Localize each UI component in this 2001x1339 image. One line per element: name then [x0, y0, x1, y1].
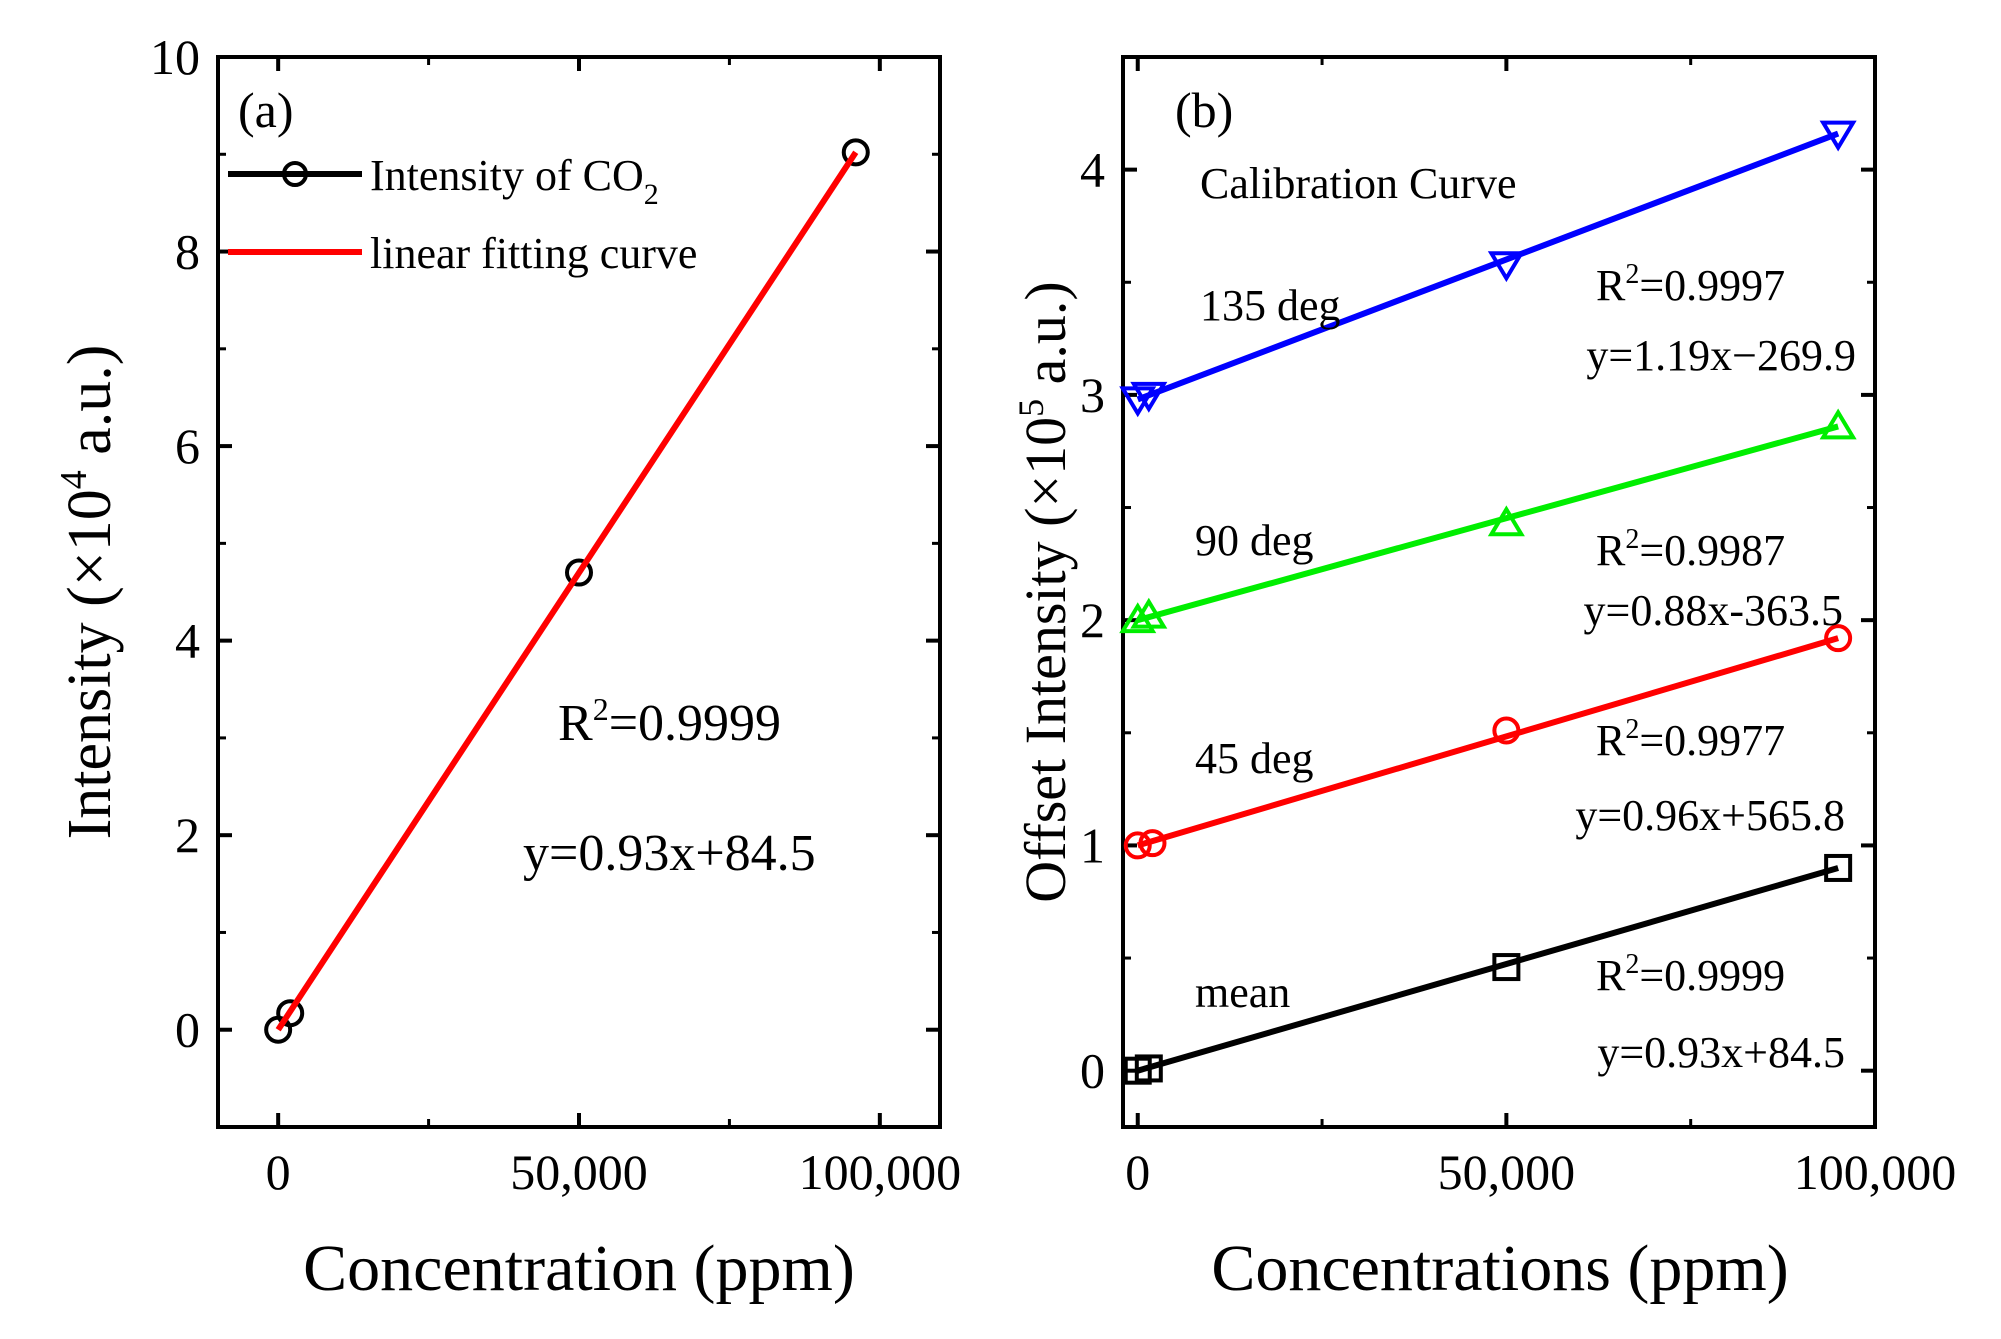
legend-fit-label: linear fitting curve [370, 229, 697, 278]
panel-b-y-tick-label: 1 [1080, 817, 1105, 873]
panel-b-fit-line-135-deg [1136, 130, 1840, 403]
label-135-deg: 135 deg [1200, 281, 1341, 330]
panel-b-point-90-deg [1819, 408, 1857, 440]
panel-b-point-45-deg [1824, 624, 1853, 653]
panel-b-x-tick-label: 100,000 [1794, 1144, 1957, 1200]
label-90-deg: 90 deg [1195, 516, 1314, 565]
panel-b-point-mean [1824, 853, 1853, 882]
panel-b-label: (b) [1175, 82, 1233, 138]
panel-b-point-45-deg [1138, 829, 1167, 858]
panel-a-x-tick-label: 100,000 [799, 1144, 962, 1200]
legend-intensity-label: Intensity of CO2 [370, 151, 659, 211]
panel-a-r2-annotation: R2=0.9999 [558, 691, 781, 752]
panel-a: 0 50,000 100,000 0 2 4 6 8 10 (a) Intensity of C… [53, 29, 961, 1305]
panel-a-point [841, 138, 870, 167]
panel-a-equation-annotation: y=0.93x+84.5 [523, 825, 816, 882]
panel-a-y-axis-label: Intensity (×104 a.u.) [53, 345, 124, 840]
panel-a-y-tick-label: 10 [150, 29, 200, 85]
r2-mean: R2=0.9999 [1596, 949, 1785, 1000]
r2-90-deg: R2=0.9987 [1596, 524, 1785, 575]
panel-a-ticks [218, 55, 940, 1127]
panel-b-data [1119, 120, 1857, 1085]
panel-b-point-135-deg [1130, 381, 1168, 413]
panel-b-point-90-deg [1487, 505, 1525, 537]
panel-b-x-tick-label: 0 [1125, 1144, 1150, 1200]
equation-45-deg: y=0.96x+565.8 [1575, 791, 1845, 840]
panel-a-y-tick-label: 6 [175, 418, 200, 474]
panel-a-point [565, 558, 593, 587]
panel-a-x-tick-label: 0 [266, 1144, 291, 1200]
panel-b-point-45-deg [1123, 831, 1152, 860]
panel-b-point-45-deg [1492, 716, 1521, 745]
panel-b-y-tick-label: 3 [1080, 367, 1105, 423]
panel-a-y-tick-label: 0 [175, 1002, 200, 1058]
panel-b-point-90-deg [1119, 602, 1157, 634]
panel-b-x-axis-label: Concentrations (ppm) [1211, 1232, 1788, 1305]
panel-b-ticks [1123, 57, 1877, 1127]
equation-90-deg: y=0.88x-363.5 [1584, 586, 1843, 635]
panel-b-x-tick-label: 50,000 [1438, 1144, 1576, 1200]
panel-a-legend: Intensity of CO2 linear fitting curve [228, 151, 697, 278]
panel-a-fit-line [275, 150, 859, 1032]
equation-135-deg: y=1.19x−269.9 [1586, 331, 1856, 380]
panel-b-point-mean [1134, 1054, 1163, 1083]
panel-b-point-135-deg [1487, 251, 1525, 283]
equation-mean: y=0.93x+84.5 [1597, 1028, 1845, 1077]
label-45-deg: 45 deg [1195, 734, 1314, 783]
panel-a-y-tick-label: 4 [175, 613, 200, 669]
panel-b-y-tick-label: 4 [1080, 142, 1105, 198]
panel-a-tick-labels: 0 50,000 100,000 0 2 4 6 8 10 [150, 29, 961, 1200]
r2-45-deg: R2=0.9977 [1596, 714, 1785, 765]
panel-a-data [264, 138, 870, 1044]
legend-intensity-marker [282, 161, 308, 187]
panel-a-point [276, 999, 305, 1028]
panel-b-fit-line-mean [1136, 865, 1839, 1074]
panel-a-x-tick-label: 50,000 [510, 1144, 648, 1200]
panel-b-y-tick-label: 2 [1080, 592, 1105, 648]
label-mean: mean [1195, 968, 1290, 1017]
panel-a-y-tick-label: 2 [175, 807, 200, 863]
panel-b-tick-labels: 0 50,000 100,000 0 1 2 3 4 [1080, 142, 1956, 1200]
panel-a-x-axis-label: Concentration (ppm) [303, 1232, 855, 1305]
panel-b-y-axis-label: Offset Intensity (×105 a.u.) [1011, 281, 1078, 902]
panel-b-point-mean [1492, 953, 1521, 982]
panel-b-plot-frame [1121, 55, 1877, 1129]
panel-b-fit-line-90-deg [1136, 423, 1839, 624]
panel-a-label: (a) [238, 82, 294, 138]
panel-b-title: Calibration Curve [1200, 159, 1517, 208]
panel-a-y-tick-label: 8 [175, 224, 200, 280]
panel-b-fit-line-45-deg [1136, 635, 1839, 849]
panel-b-point-90-deg [1130, 597, 1168, 629]
panel-a-plot-frame [216, 55, 942, 1129]
panel-b-point-135-deg [1819, 120, 1857, 152]
r2-135-deg: R2=0.9997 [1596, 259, 1785, 310]
panel-b-y-tick-label: 0 [1080, 1043, 1105, 1099]
panel-b: 0 50,000 100,000 0 1 2 3 4 (b) Calibration Curv… [1011, 55, 1956, 1305]
